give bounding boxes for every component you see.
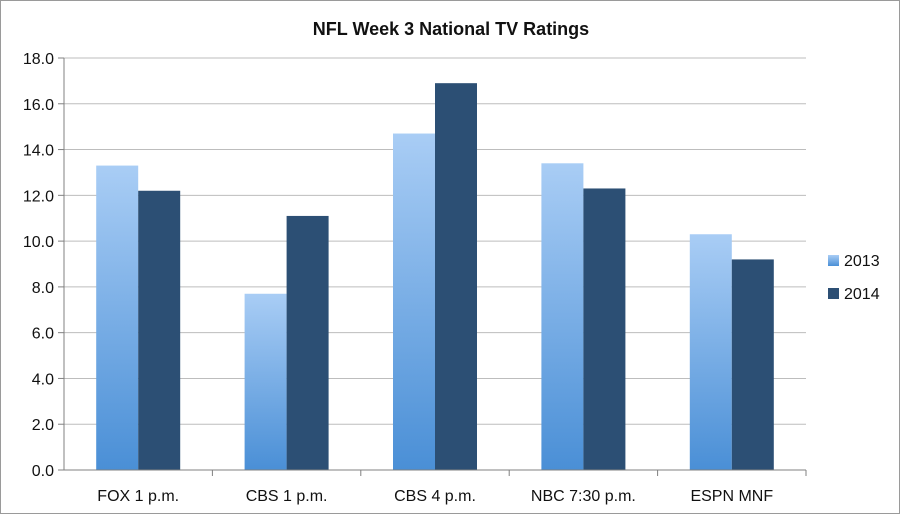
bar-2013-1 <box>96 165 139 471</box>
legend: 2013 2014 <box>828 253 880 303</box>
bar-2014-3 <box>435 83 477 470</box>
bars <box>96 83 774 471</box>
y-tick-label: 10.0 <box>23 234 54 251</box>
x-tick-label: CBS 4 p.m. <box>394 488 476 505</box>
legend-swatch-2014 <box>828 288 839 299</box>
chart-title: NFL Week 3 National TV Ratings <box>313 19 589 39</box>
y-tick-label: 14.0 <box>23 143 54 160</box>
legend-swatch-2013 <box>828 255 839 266</box>
y-tick-label: 12.0 <box>23 188 54 205</box>
y-tick-label: 8.0 <box>32 280 54 297</box>
bar-2013-3 <box>393 133 435 471</box>
bar-2014-2 <box>286 215 329 470</box>
bar-2013-5 <box>689 234 732 470</box>
legend-label-2014: 2014 <box>844 286 880 303</box>
x-tick-label: FOX 1 p.m. <box>97 488 179 505</box>
y-tick-label: 6.0 <box>32 326 54 343</box>
y-tick-label: 16.0 <box>23 97 54 114</box>
bar-2014-5 <box>731 259 774 470</box>
bar-2014-1 <box>138 190 181 470</box>
y-tick-label: 4.0 <box>32 371 54 388</box>
x-tick-label: NBC 7:30 p.m. <box>531 488 636 505</box>
bar-2013-4 <box>541 163 584 471</box>
y-tick-label: 18.0 <box>23 51 54 68</box>
bar-2014-4 <box>583 188 626 470</box>
x-tick-label: CBS 1 p.m. <box>246 488 328 505</box>
x-tick-label: ESPN MNF <box>690 488 773 505</box>
legend-label-2013: 2013 <box>844 253 880 270</box>
bar-2013-2 <box>244 293 287 470</box>
axes: 0.0 2.0 4.0 6.0 8.0 10.0 12.0 14.0 16.0 18.0 FOX 1… <box>23 51 807 505</box>
y-tick-label: 2.0 <box>32 417 54 434</box>
y-tick-label: 0.0 <box>32 463 54 480</box>
